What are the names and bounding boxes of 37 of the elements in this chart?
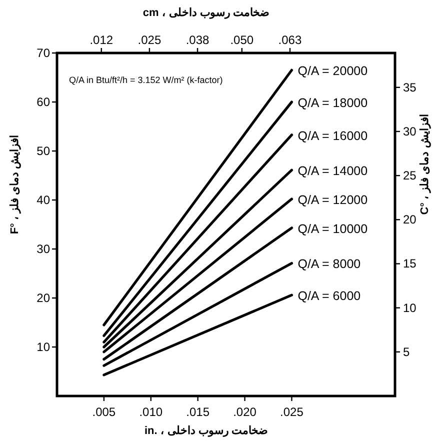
x-tick-label: .010 xyxy=(139,405,163,419)
y-axis-title: افزایش دمای فلز ، °F xyxy=(9,134,21,234)
y2-tick-label: 10 xyxy=(403,300,417,315)
x2-tick-label: .038 xyxy=(186,33,210,47)
x-tick-label: .020 xyxy=(233,405,257,419)
x-axis-title: ضخامت رسوب داخلی ، in. xyxy=(144,425,268,437)
series-label: Q/A = 10000 xyxy=(298,222,368,236)
y-tick-label: 70 xyxy=(36,46,50,60)
y-tick-label: 40 xyxy=(36,193,50,207)
x-tick-label: .025 xyxy=(280,405,304,419)
annotation: Q/A in Btu/ft²/h = 3.152 W/m² (k-factor) xyxy=(69,75,223,85)
x-tick-label: .005 xyxy=(92,405,116,419)
x2-axis-title: ضخامت رسوب داخلی ، cm xyxy=(142,7,270,19)
y2-tick-label: 25 xyxy=(403,168,417,183)
y2-tick-label: 35 xyxy=(403,80,417,94)
y2-axis-title: افزایش دمای فلز ، °C xyxy=(419,114,431,215)
y2-tick-label: 20 xyxy=(403,212,417,227)
y2-tick-label: 5 xyxy=(403,344,410,359)
series-label: Q/A = 20000 xyxy=(298,64,368,78)
x-tick-label: .015 xyxy=(186,405,210,419)
series-label: Q/A = 12000 xyxy=(298,193,368,208)
series-label: Q/A = 14000 xyxy=(298,164,368,178)
y2-tick-label: 15 xyxy=(403,256,417,271)
series-label: Q/A = 8000 xyxy=(298,257,361,272)
series-label: Q/A = 18000 xyxy=(298,96,368,110)
series-label: Q/A = 6000 xyxy=(298,289,361,304)
series-label: Q/A = 16000 xyxy=(298,128,368,143)
y-tick-label: 60 xyxy=(36,95,50,109)
x2-tick-label: .063 xyxy=(278,33,302,47)
y-tick-label: 20 xyxy=(36,291,50,305)
y-tick-label: 50 xyxy=(36,144,50,158)
x2-tick-label: .050 xyxy=(230,33,254,47)
y-tick-label: 30 xyxy=(36,242,50,256)
y2-tick-label: 30 xyxy=(403,124,417,138)
x2-tick-label: .025 xyxy=(138,33,162,47)
x2-tick-label: .012 xyxy=(90,33,114,47)
y-tick-label: 10 xyxy=(36,340,50,354)
